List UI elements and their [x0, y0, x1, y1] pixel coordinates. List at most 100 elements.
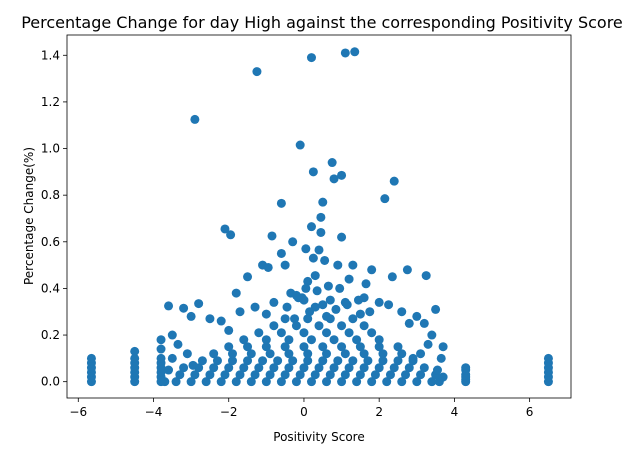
x-tick-label: 2: [375, 405, 383, 419]
data-point: [348, 356, 358, 366]
data-point: [318, 342, 328, 352]
data-point: [389, 176, 399, 186]
data-point: [243, 272, 253, 282]
data-point: [261, 377, 271, 387]
data-point: [239, 335, 249, 345]
data-point: [288, 237, 298, 247]
data-point: [299, 328, 309, 338]
data-point: [329, 335, 339, 345]
data-point: [432, 365, 442, 375]
data-point: [212, 356, 222, 366]
data-point: [431, 304, 441, 314]
data-point: [216, 316, 226, 326]
data-point: [280, 342, 290, 352]
data-point: [316, 212, 326, 222]
data-point: [160, 377, 170, 387]
data-point: [344, 363, 354, 373]
data-point: [284, 349, 294, 359]
data-point: [397, 307, 407, 317]
data-point: [299, 363, 309, 373]
data-point: [254, 328, 264, 338]
x-axis-ticks: −6 −4 −2 0 2 4 6: [69, 398, 533, 419]
y-tick-label: 0.2: [41, 328, 60, 342]
data-point: [325, 370, 335, 380]
data-point: [190, 370, 200, 380]
data-point: [254, 363, 264, 373]
data-point: [408, 353, 418, 363]
data-point: [201, 377, 211, 387]
data-point: [412, 311, 422, 321]
data-point: [231, 377, 241, 387]
data-point: [318, 356, 328, 366]
data-point: [179, 363, 189, 373]
data-point: [352, 335, 362, 345]
data-point: [301, 283, 311, 293]
data-point: [374, 342, 384, 352]
data-point: [226, 230, 236, 240]
y-axis-label: Percentage Change(%): [22, 147, 36, 285]
y-tick-label: 1.2: [41, 95, 60, 109]
x-tick-label: −6: [69, 405, 87, 419]
data-point: [421, 271, 431, 281]
data-point: [331, 304, 341, 314]
data-point: [382, 377, 392, 387]
data-point: [291, 321, 301, 331]
data-point: [374, 297, 384, 307]
data-point: [389, 363, 399, 373]
data-point: [365, 307, 375, 317]
data-point: [224, 363, 234, 373]
data-point: [378, 349, 388, 359]
data-point: [355, 342, 365, 352]
data-point: [337, 377, 347, 387]
data-point: [348, 260, 358, 270]
data-point: [156, 353, 166, 363]
data-point: [355, 309, 365, 319]
data-point: [164, 365, 174, 375]
data-point: [224, 325, 234, 335]
data-point: [261, 335, 271, 345]
data-point: [246, 377, 256, 387]
data-point: [436, 353, 446, 363]
data-point: [359, 363, 369, 373]
data-point: [412, 377, 422, 387]
data-point: [312, 286, 322, 296]
data-point: [269, 321, 279, 331]
data-point: [306, 377, 316, 387]
data-point: [243, 356, 253, 366]
data-point: [130, 353, 140, 363]
data-point: [306, 222, 316, 232]
data-point: [267, 231, 277, 241]
data-point: [335, 283, 345, 293]
data-point: [363, 356, 373, 366]
data-point: [209, 349, 219, 359]
data-point: [353, 295, 363, 305]
data-point: [227, 349, 237, 359]
data-point: [337, 321, 347, 331]
data-point: [175, 370, 185, 380]
data-point: [385, 370, 395, 380]
data-point: [337, 170, 347, 180]
data-point: [308, 253, 318, 263]
data-point: [291, 377, 301, 387]
data-point: [401, 370, 411, 380]
data-point: [224, 342, 234, 352]
data-point: [344, 328, 354, 338]
data-point: [404, 363, 414, 373]
data-point: [359, 349, 369, 359]
data-point: [387, 272, 397, 282]
data-point: [416, 349, 426, 359]
data-point: [333, 260, 343, 270]
data-point: [340, 370, 350, 380]
data-point: [370, 370, 380, 380]
data-point: [269, 297, 279, 307]
data-point: [295, 140, 305, 150]
data-point: [402, 265, 412, 275]
data-point: [397, 349, 407, 359]
data-point: [378, 356, 388, 366]
y-tick-label: 0.4: [41, 281, 60, 295]
data-point: [188, 360, 198, 370]
data-point: [246, 349, 256, 359]
data-point: [355, 370, 365, 380]
data-point: [299, 295, 309, 305]
data-point: [273, 356, 283, 366]
